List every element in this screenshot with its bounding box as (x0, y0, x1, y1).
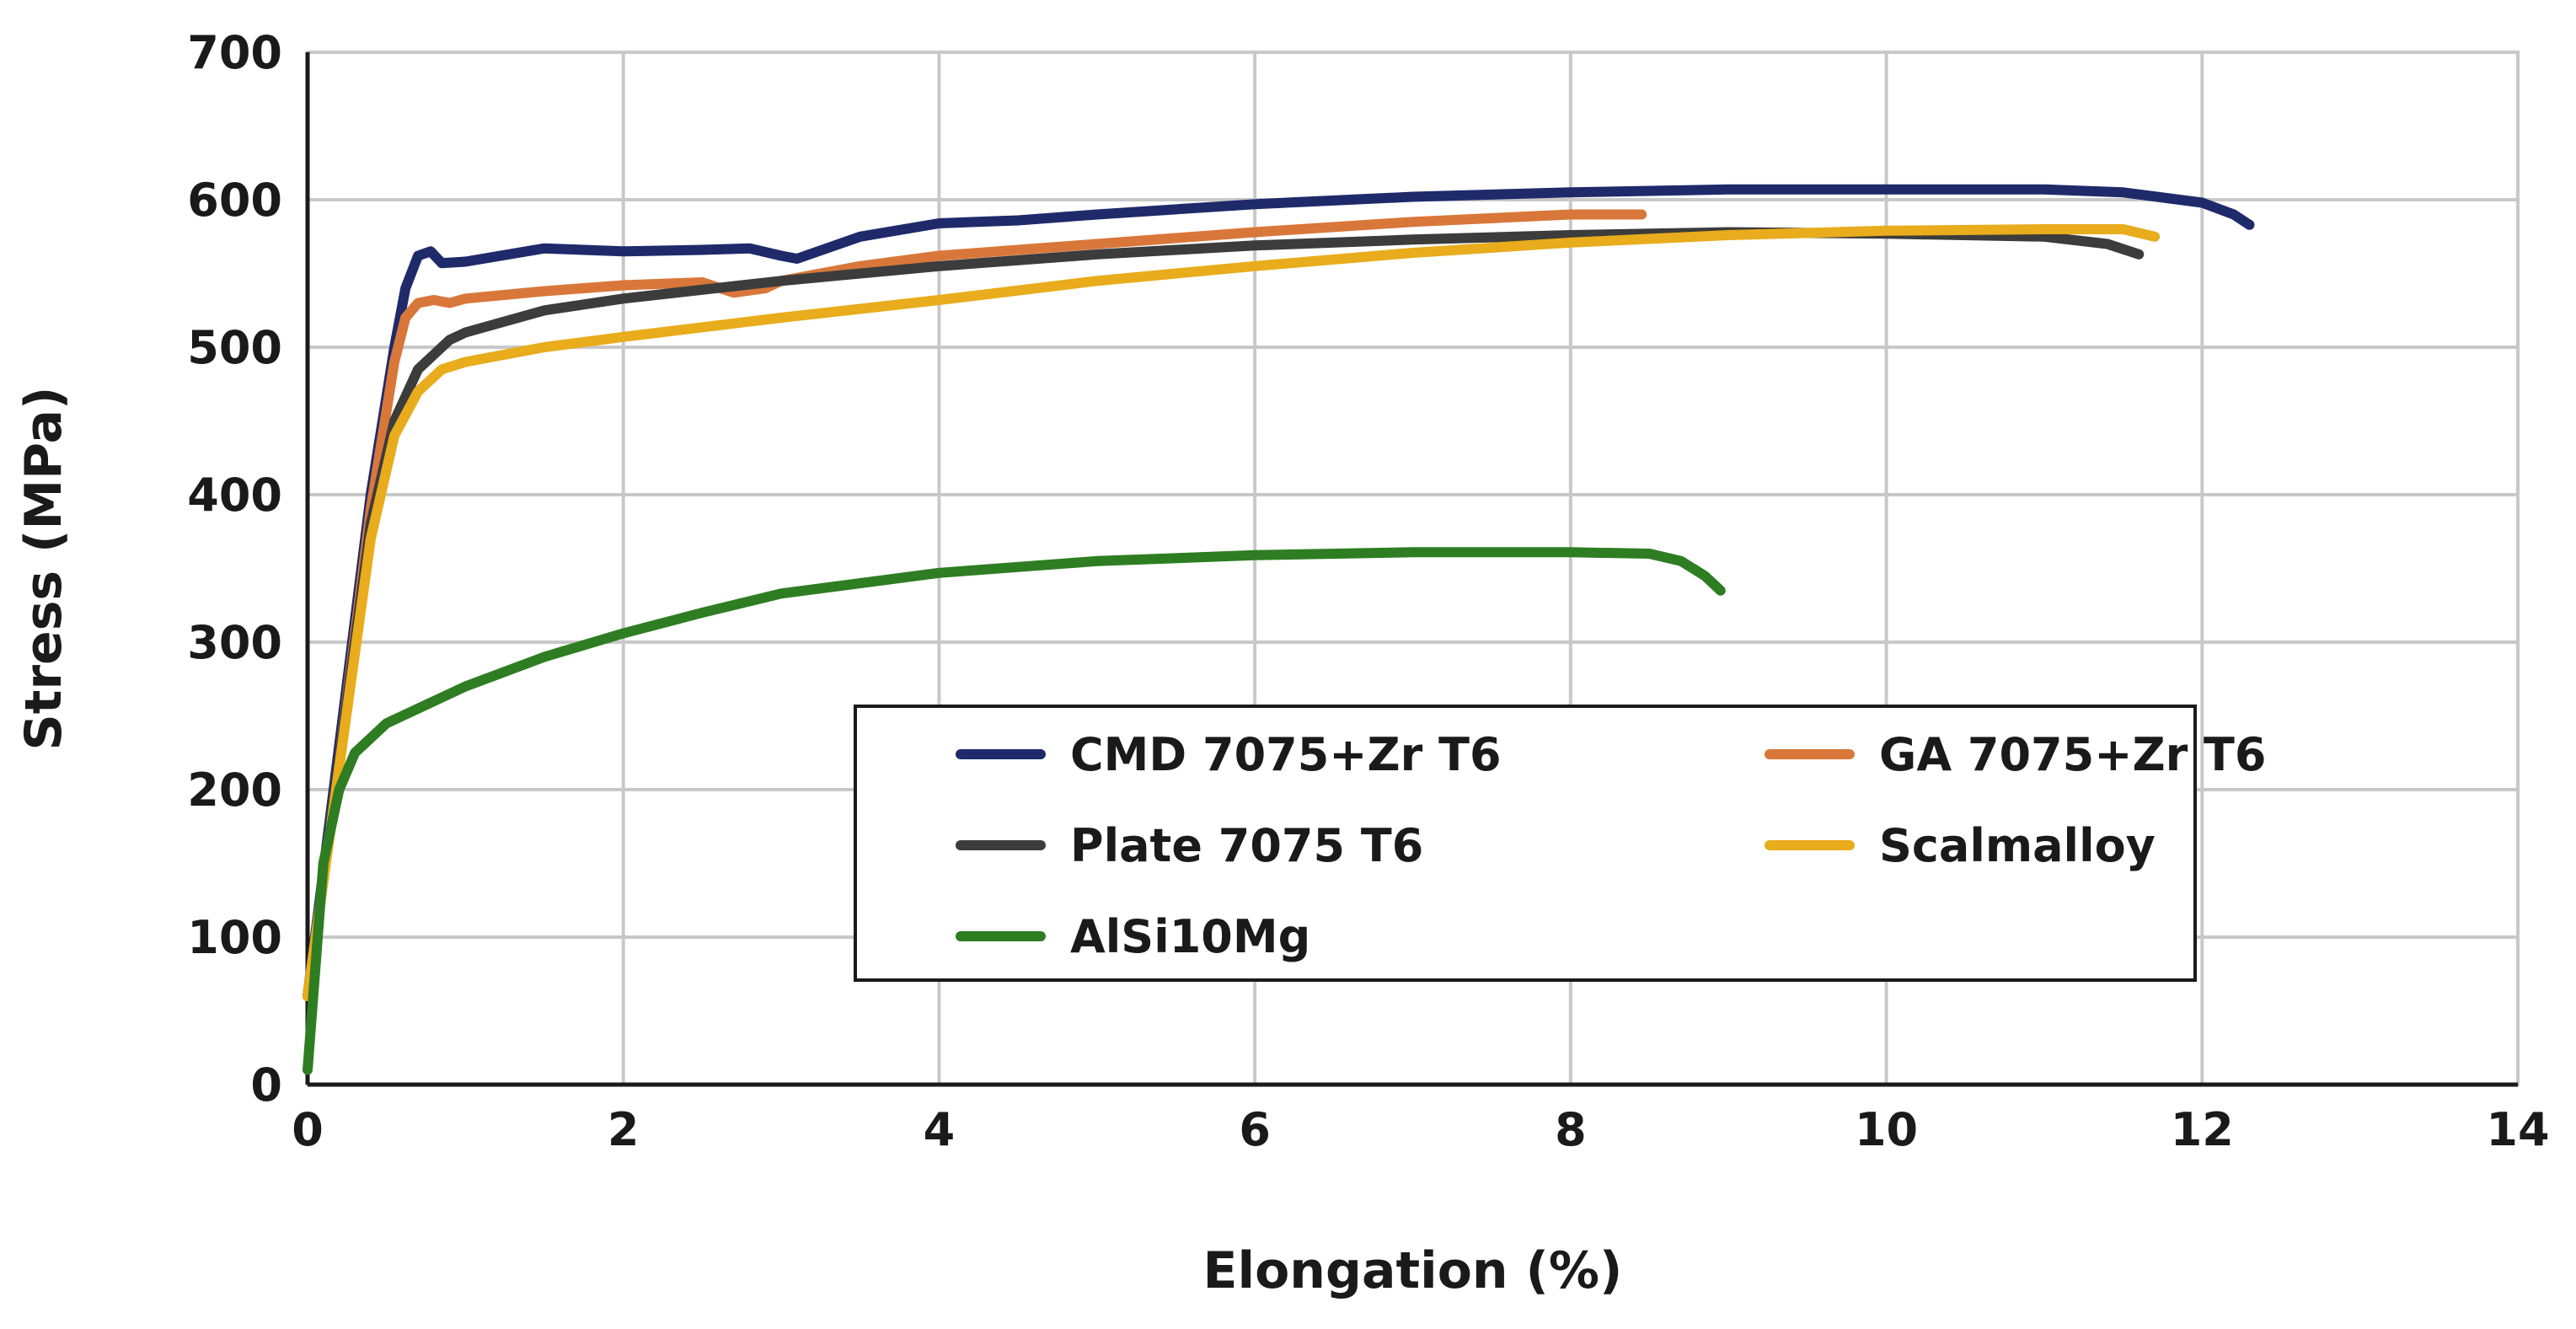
x-tick-label: 14 (2486, 1103, 2549, 1156)
y-axis-title: Stress (MPa) (14, 387, 73, 751)
y-tick-label: 100 (187, 911, 282, 964)
series-line (303, 547, 1726, 1075)
y-tick-label: 200 (187, 764, 282, 817)
tick-labels: 0 2 4 6 8 10 12 14 0 100 200 300 400 500 600 700 (187, 26, 2549, 1156)
x-tick-label: 2 (608, 1103, 640, 1156)
x-tick-label: 6 (1239, 1103, 1271, 1156)
y-tick-label: 500 (187, 321, 282, 374)
x-tick-label: 4 (924, 1103, 956, 1156)
series-line (303, 184, 2255, 1001)
series-line (303, 209, 1647, 1001)
x-tick-label: 0 (292, 1103, 324, 1156)
x-tick-label: 10 (1855, 1103, 1918, 1156)
legend: CMD 7075+Zr T6 GA 7075+Zr T6 Plate 7075 T6… (854, 705, 2266, 982)
x-tick-label: 8 (1555, 1103, 1587, 1156)
legend-label: GA 7075+Zr T6 (1879, 728, 2266, 781)
y-tick-label: 400 (187, 469, 282, 522)
legend-label: CMD 7075+Zr T6 (1070, 728, 1502, 781)
legend-label: AlSi10Mg (1070, 910, 1310, 963)
legend-box (854, 705, 2197, 982)
legend-label: Scalmalloy (1879, 819, 2156, 872)
y-tick-label: 600 (187, 174, 282, 227)
legend-label: Plate 7075 T6 (1070, 819, 1423, 872)
x-axis-title: Elongation (%) (1203, 1241, 1623, 1300)
y-tick-label: 300 (187, 616, 282, 669)
x-tick-label: 12 (2171, 1103, 2234, 1156)
series-lines (303, 184, 2255, 1075)
axes (305, 52, 2518, 1087)
y-tick-label: 700 (187, 26, 282, 79)
y-tick-label: 0 (250, 1058, 282, 1112)
series-line (303, 224, 2161, 1001)
